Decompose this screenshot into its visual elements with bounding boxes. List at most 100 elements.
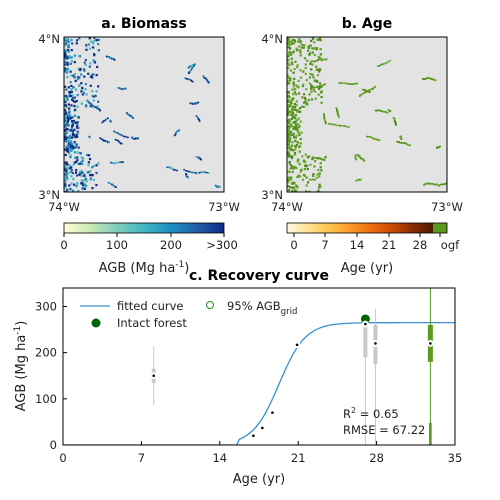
map-pixel: [78, 147, 80, 149]
map-pixel: [304, 57, 306, 59]
map-pixel: [294, 121, 296, 123]
map-pixel: [312, 51, 314, 53]
map-pixel: [65, 186, 67, 188]
map-pixel: [66, 176, 68, 178]
y-tick-label: 200: [35, 346, 57, 360]
map-pixel: [122, 161, 124, 163]
map-pixel: [339, 125, 341, 127]
map-pixel: [320, 166, 322, 168]
age-map-title: b. Age: [342, 16, 393, 32]
biomass-map-background: [64, 37, 224, 192]
map-pixel: [294, 88, 296, 90]
map-pixel: [293, 133, 295, 135]
map-pixel: [74, 61, 76, 63]
map-pixel: [65, 112, 67, 114]
map-pixel: [73, 105, 75, 107]
map-pixel: [390, 111, 392, 113]
map-pixel: [74, 101, 76, 103]
age-lon-left-label: 74°W: [271, 200, 303, 214]
map-pixel: [69, 55, 71, 57]
map-pixel: [306, 60, 308, 62]
map-pixel: [293, 182, 295, 184]
map-pixel: [318, 59, 320, 61]
map-pixel: [80, 74, 82, 76]
map-pixel: [312, 76, 314, 78]
map-pixel: [316, 177, 318, 179]
map-pixel: [95, 184, 97, 186]
map-pixel: [288, 51, 290, 53]
map-pixel: [306, 177, 308, 179]
map-pixel: [81, 156, 83, 158]
map-pixel: [316, 80, 318, 82]
map-pixel: [441, 184, 443, 186]
map-pixel: [307, 50, 309, 52]
map-pixel: [122, 135, 124, 137]
map-pixel: [199, 172, 201, 174]
agb-colorbar-label-main: AGB (Mg ha: [99, 261, 176, 276]
map-pixel: [87, 164, 89, 166]
map-pixel: [74, 141, 76, 143]
map-pixel: [66, 189, 68, 191]
map-pixel: [290, 164, 292, 166]
map-pixel: [78, 55, 80, 57]
map-pixel: [65, 105, 67, 107]
map-pixel: [293, 85, 295, 87]
map-pixel: [74, 145, 76, 147]
agb-colorbar-tick-3: >300: [206, 238, 238, 252]
map-pixel: [97, 101, 99, 103]
map-pixel: [291, 58, 293, 60]
biomass-lon-left-label: 74°W: [48, 200, 80, 214]
map-pixel: [291, 89, 293, 91]
agb-colorbar-gradient: [64, 223, 224, 233]
map-pixel: [73, 184, 75, 186]
map-pixel: [291, 61, 293, 63]
map-pixel: [349, 83, 351, 85]
map-pixel: [293, 78, 295, 80]
map-pixel: [76, 39, 78, 41]
age-colorbar-tick-2: 14: [350, 238, 365, 252]
map-pixel: [314, 54, 316, 56]
map-pixel: [66, 97, 68, 99]
map-pixel: [65, 146, 67, 148]
map-pixel: [176, 170, 178, 172]
map-pixel: [340, 82, 342, 84]
map-pixel: [85, 64, 87, 66]
map-pixel: [308, 155, 310, 157]
map-pixel: [65, 123, 67, 125]
map-pixel: [297, 160, 299, 162]
map-pixel: [81, 179, 83, 181]
map-pixel: [64, 69, 66, 71]
map-pixel: [299, 69, 301, 71]
map-pixel: [439, 184, 441, 186]
map-pixel: [74, 151, 76, 153]
map-pixel: [293, 83, 295, 85]
y-tick-label: 0: [50, 438, 57, 452]
map-pixel: [296, 176, 298, 178]
map-pixel: [91, 90, 93, 92]
map-pixel: [75, 172, 77, 174]
map-pixel: [288, 153, 290, 155]
map-pixel: [118, 162, 120, 164]
map-pixel: [76, 106, 78, 108]
map-pixel: [74, 115, 76, 117]
age-lat-top-label: 4°N: [261, 32, 283, 46]
map-pixel: [302, 179, 304, 181]
legend-fitted-curve-label: fitted curve: [117, 299, 184, 313]
map-pixel: [454, 179, 456, 181]
map-pixel: [295, 146, 297, 148]
map-pixel: [319, 82, 321, 84]
map-pixel: [127, 137, 129, 139]
map-pixel: [80, 182, 82, 184]
map-pixel: [313, 41, 315, 43]
map-pixel: [449, 181, 451, 183]
map-pixel: [306, 79, 308, 81]
map-pixel: [357, 83, 359, 85]
map-pixel: [305, 67, 307, 69]
map-pixel: [65, 173, 67, 175]
map-pixel: [188, 73, 190, 75]
map-pixel: [307, 181, 309, 183]
map-pixel: [317, 74, 319, 76]
map-pixel: [297, 40, 299, 42]
map-pixel: [71, 56, 73, 58]
map-pixel: [99, 110, 101, 112]
